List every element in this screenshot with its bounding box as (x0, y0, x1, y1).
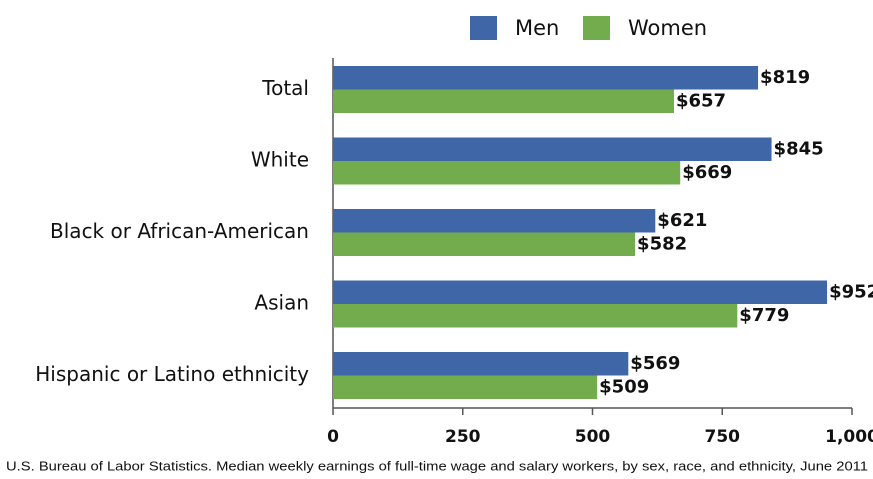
bar (333, 209, 656, 233)
legend-swatch (583, 16, 610, 40)
x-tick-label: 750 (705, 427, 741, 447)
value-label: $657 (676, 90, 726, 111)
bar (333, 137, 772, 161)
value-label: $621 (657, 210, 707, 231)
x-tick-label: 1,000 (825, 427, 873, 447)
legend-label: Women (628, 16, 707, 40)
y-tick-label: White (251, 148, 309, 172)
value-label: $952 (829, 281, 873, 302)
x-tick-label: 0 (327, 427, 339, 447)
y-tick-label: Black or African-American (50, 219, 309, 243)
y-tick-label: Hispanic or Latino ethnicity (35, 362, 309, 386)
value-label: $669 (682, 162, 732, 183)
value-label: $779 (739, 305, 789, 326)
bar (333, 375, 598, 399)
bar (333, 232, 636, 256)
bar (333, 280, 828, 304)
bar (333, 89, 674, 113)
legend-label: Men (515, 16, 559, 40)
bar (333, 352, 629, 376)
bar (333, 161, 681, 185)
x-tick-label: 500 (575, 427, 611, 447)
y-tick-label: Asian (254, 291, 309, 315)
x-tick-label: 250 (445, 427, 481, 447)
bar (333, 304, 738, 328)
bar (333, 66, 759, 90)
value-label: $509 (599, 376, 649, 397)
caption: U.S. Bureau of Labor Statistics. Median … (6, 458, 868, 473)
value-label: $819 (760, 67, 810, 88)
value-label: $845 (774, 138, 824, 159)
legend-swatch (470, 16, 497, 40)
value-label: $582 (637, 233, 687, 254)
value-label: $569 (630, 353, 680, 374)
y-tick-label: Total (261, 76, 309, 100)
